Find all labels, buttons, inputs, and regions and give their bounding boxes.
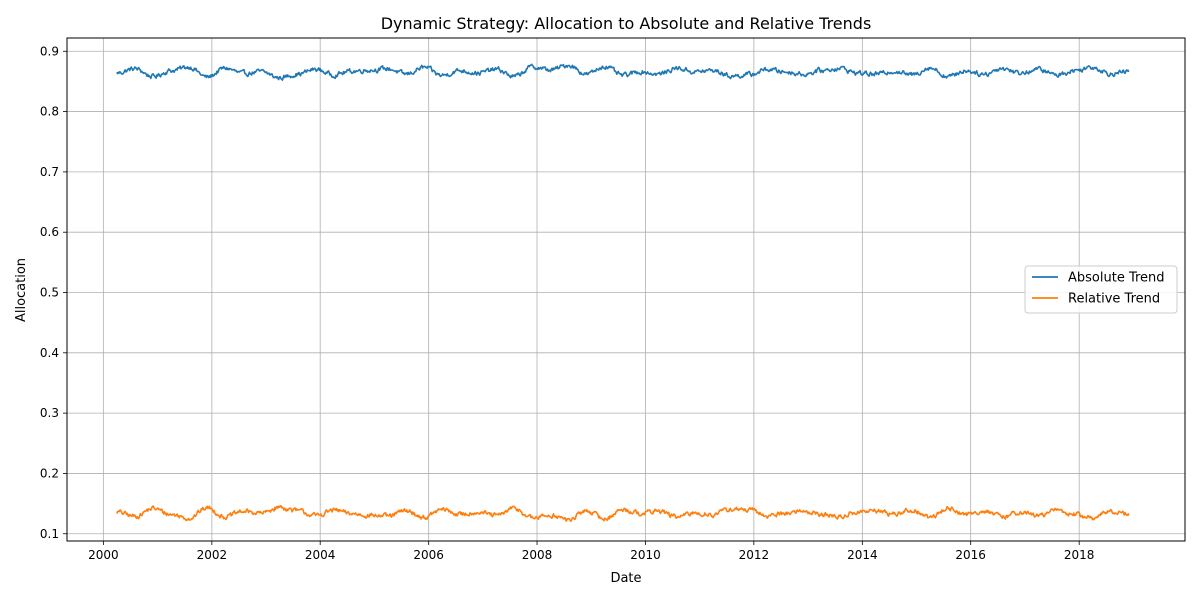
x-tick-label: 2014 xyxy=(847,548,878,562)
x-tick-label: 2018 xyxy=(1064,548,1095,562)
legend-box xyxy=(1024,265,1178,314)
y-tick-label: 0.4 xyxy=(40,346,59,360)
y-axis-label: Allocation xyxy=(14,258,29,322)
x-tick-label: 2012 xyxy=(739,548,770,562)
y-axis: 0.1 0.2 0.3 0.4 0.5 0.6 0.7 0.8 0.9 xyxy=(40,44,67,541)
series-line-relative-trend xyxy=(116,504,1130,523)
x-tick-label: 2006 xyxy=(413,548,444,562)
legend-entry-label: Relative Trend xyxy=(1068,292,1160,307)
x-axis: 2000 2002 2004 2006 2008 2010 2012 2014 2016 2018 xyxy=(88,541,1094,562)
y-tick-label: 0.2 xyxy=(40,466,59,480)
legend: Absolute Trend Relative Trend xyxy=(1024,265,1178,314)
y-tick-label: 0.6 xyxy=(40,225,59,239)
series-lines xyxy=(116,63,1130,523)
x-tick-label: 2016 xyxy=(955,548,986,562)
y-tick-label: 0.3 xyxy=(40,406,59,420)
x-tick-label: 2000 xyxy=(88,548,119,562)
series-line-absolute-trend xyxy=(116,63,1130,81)
x-axis-label: Date xyxy=(610,571,641,586)
x-tick-label: 2010 xyxy=(630,548,661,562)
y-tick-label: 0.7 xyxy=(40,165,59,179)
y-tick-label: 0.5 xyxy=(40,286,59,300)
x-tick-label: 2002 xyxy=(197,548,228,562)
x-tick-label: 2008 xyxy=(522,548,553,562)
y-tick-label: 0.8 xyxy=(40,105,59,119)
y-tick-label: 0.9 xyxy=(40,44,59,58)
y-tick-label: 0.1 xyxy=(40,527,59,541)
legend-entry-label: Absolute Trend xyxy=(1068,271,1165,286)
chart-title: Dynamic Strategy: Allocation to Absolute… xyxy=(381,14,872,33)
grid xyxy=(67,38,1185,541)
plot-area-frame xyxy=(66,37,1186,542)
x-tick-label: 2004 xyxy=(305,548,336,562)
